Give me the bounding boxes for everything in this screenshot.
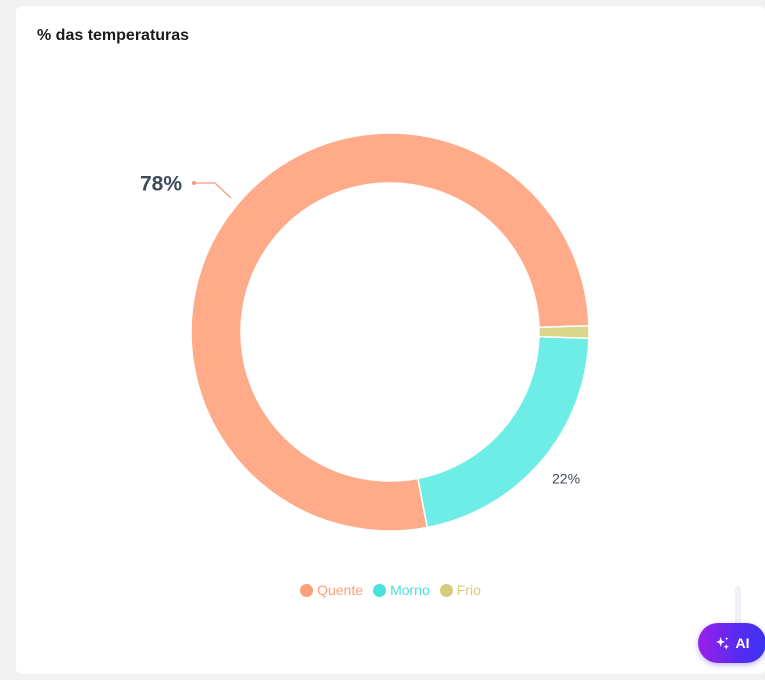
legend-label-frio: Frio — [457, 582, 481, 598]
ai-assistant-button[interactable]: AI — [698, 623, 765, 663]
label-connector-quente — [194, 183, 231, 198]
chart-legend: Quente Morno Frio — [16, 582, 765, 598]
legend-dot-morno — [373, 584, 386, 597]
legend-dot-quente — [300, 584, 313, 597]
legend-item-quente[interactable]: Quente — [300, 582, 363, 598]
donut-chart: 78% 22% — [16, 6, 765, 566]
label-connector-dot-quente — [192, 181, 196, 185]
legend-label-quente: Quente — [317, 582, 363, 598]
ai-button-label: AI — [736, 635, 750, 651]
data-label-morno: 22% — [552, 471, 580, 487]
slice-frio[interactable] — [539, 326, 589, 339]
legend-label-morno: Morno — [390, 582, 430, 598]
chart-slices — [191, 133, 589, 531]
legend-item-frio[interactable]: Frio — [440, 582, 481, 598]
chart-card: % das temperaturas 78% 22% Quente Morno F… — [16, 6, 765, 674]
data-label-quente: 78% — [140, 173, 182, 196]
sparkles-icon — [715, 636, 730, 651]
slice-morno[interactable] — [418, 337, 589, 528]
legend-item-morno[interactable]: Morno — [373, 582, 430, 598]
legend-dot-frio — [440, 584, 453, 597]
